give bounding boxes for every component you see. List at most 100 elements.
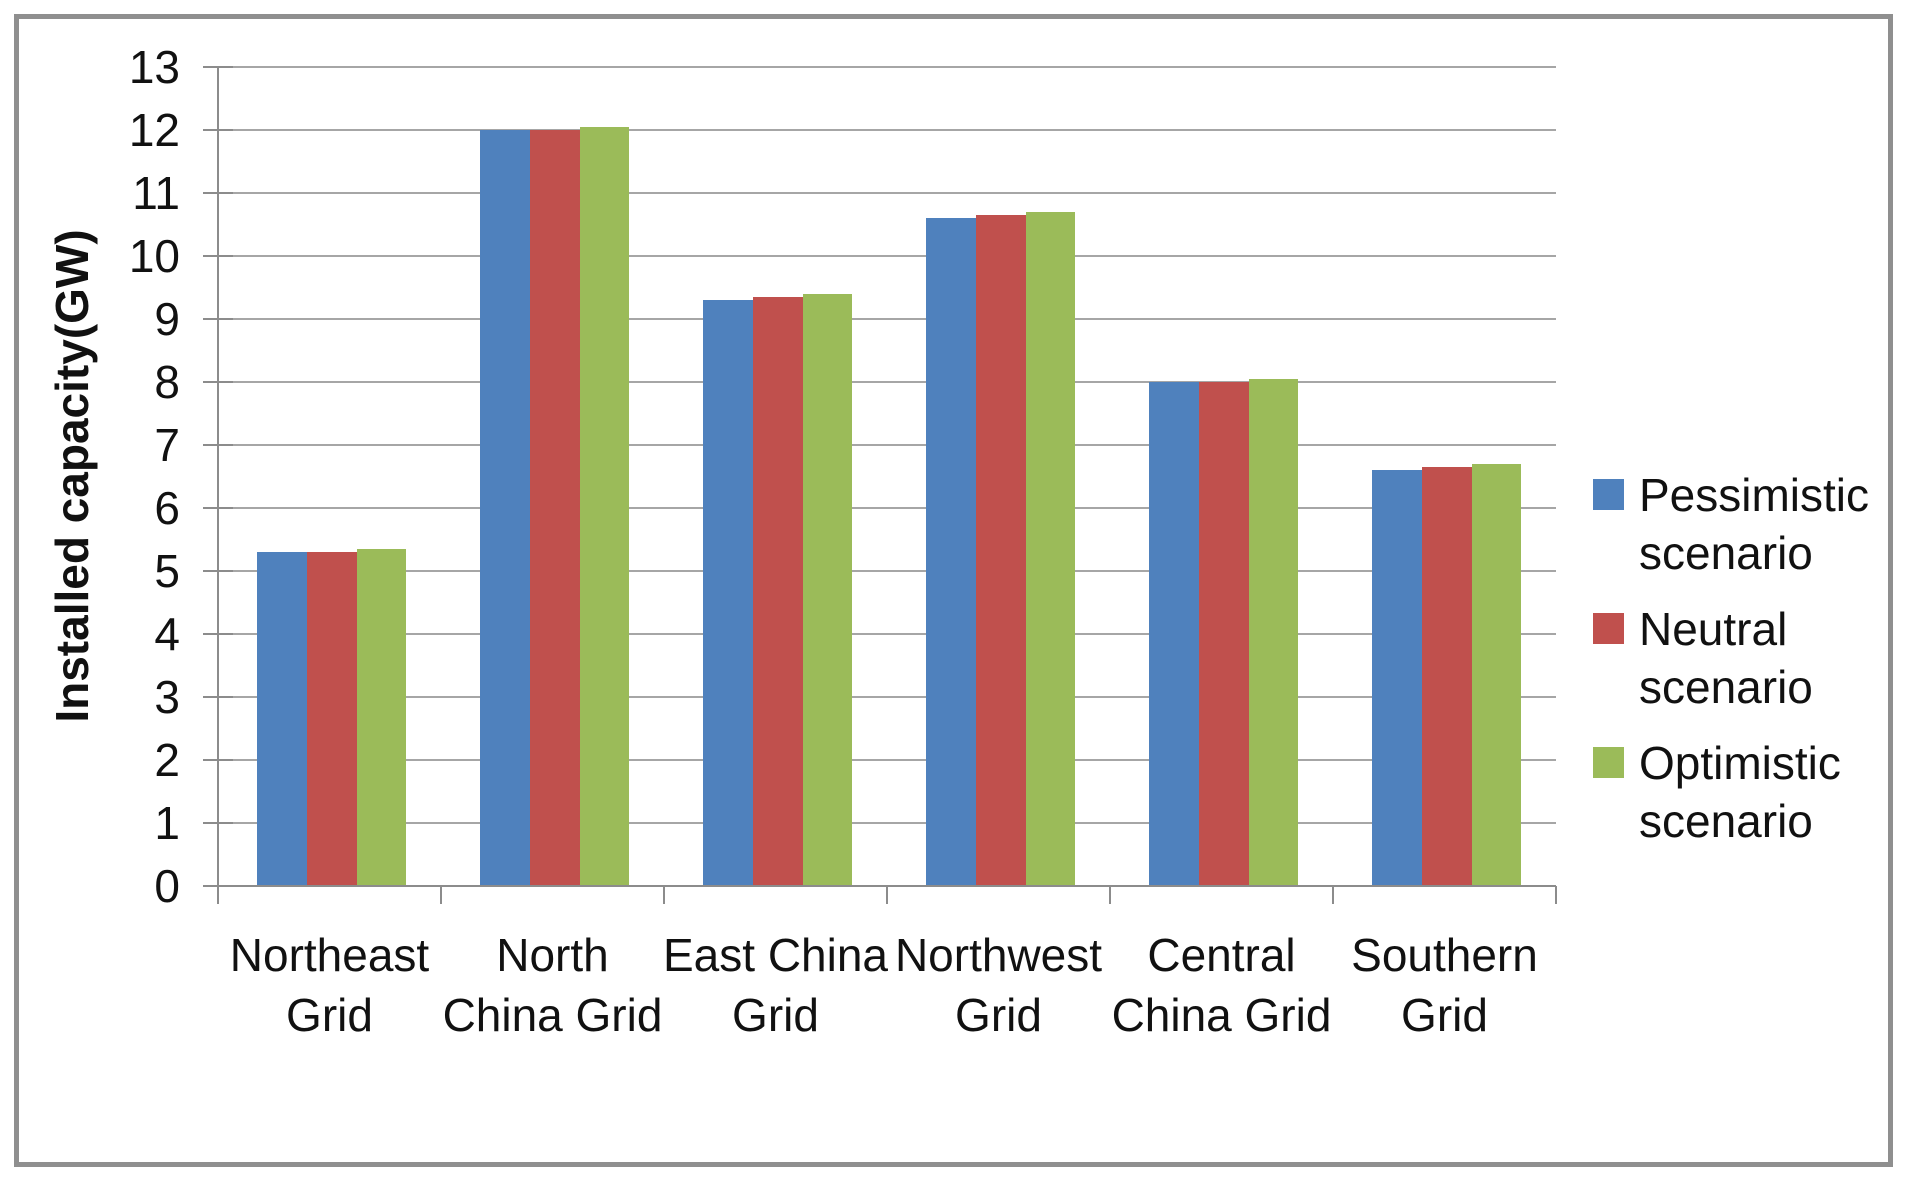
y-tick-label-2: 2 [154, 734, 180, 786]
category-label-southern-grid: Southern Grid [1333, 925, 1556, 1045]
y-tick-5 [203, 570, 233, 572]
bar-pessimistic-central-china-grid [1149, 382, 1199, 886]
category-label-line: Grid [286, 989, 373, 1041]
bar-neutral-northeast-grid [306, 552, 357, 886]
category-label-line: Northwest [894, 929, 1103, 981]
y-tick-1 [203, 822, 233, 824]
bar-pessimistic-east-china-grid [703, 300, 753, 886]
bar-neutral-east-china-grid [752, 296, 803, 886]
y-tick-label-7: 7 [154, 419, 180, 471]
legend-item-neutral-scenario: Neutral scenario [1593, 600, 1869, 716]
category-label-central-china-grid: Central China Grid [1110, 925, 1333, 1045]
gridline-6 [218, 507, 1556, 509]
category-label-line: China Grid [442, 989, 663, 1041]
bar-optimistic-central-china-grid [1248, 378, 1299, 886]
gridline-7 [218, 444, 1556, 446]
y-tick-10 [203, 255, 233, 257]
bar-pessimistic-northeast-grid [257, 552, 307, 886]
legend-label-line: Optimistic [1639, 737, 1841, 789]
gridline-3 [218, 696, 1556, 698]
gridline-4 [218, 633, 1556, 635]
category-label-line: Grid [732, 989, 819, 1041]
x-tick-2 [663, 886, 665, 904]
y-tick-label-13: 13 [128, 41, 180, 93]
bar-neutral-southern-grid [1421, 467, 1472, 886]
gridline-10 [218, 255, 1556, 257]
legend-item-pessimistic-scenario: Pessimistic scenario [1593, 466, 1869, 582]
gridline-2 [218, 759, 1556, 761]
legend-label-line: Pessimistic [1639, 469, 1870, 521]
gridline-5 [218, 570, 1556, 572]
bar-optimistic-northeast-grid [356, 548, 407, 886]
y-tick-label-6: 6 [154, 482, 180, 534]
y-tick-11 [203, 192, 233, 194]
gridline-1 [218, 822, 1556, 824]
y-tick-label-1: 1 [154, 797, 180, 849]
x-tick-5 [1332, 886, 1334, 904]
y-tick-label-10: 10 [128, 230, 180, 282]
y-tick-label-3: 3 [154, 671, 180, 723]
y-tick-4 [203, 633, 233, 635]
category-label-line: East China [663, 929, 889, 981]
y-tick-7 [203, 444, 233, 446]
x-tick-0 [217, 886, 219, 904]
y-tick-label-9: 9 [154, 293, 180, 345]
x-tick-3 [886, 886, 888, 904]
bar-neutral-northwest-grid [975, 215, 1026, 886]
y-tick-label-4: 4 [154, 608, 180, 660]
legend-label: Optimistic scenario [1639, 734, 1841, 850]
category-label-line: North [496, 929, 609, 981]
x-tick-1 [440, 886, 442, 904]
category-label-northwest-grid: Northwest Grid [887, 925, 1110, 1045]
legend-marker-neutral-icon [1593, 613, 1624, 644]
legend-item-optimistic-scenario: Optimistic scenario [1593, 734, 1869, 850]
y-tick-label-8: 8 [154, 356, 180, 408]
category-label-line: Southern [1351, 929, 1538, 981]
bar-pessimistic-southern-grid [1372, 470, 1422, 886]
bar-optimistic-southern-grid [1471, 463, 1522, 886]
category-label-line: Grid [955, 989, 1042, 1041]
y-axis-line [217, 67, 219, 904]
legend-label-line: scenario [1639, 527, 1813, 579]
legend-label: Neutral scenario [1639, 600, 1813, 716]
x-tick-6 [1555, 886, 1557, 904]
category-label-line: Grid [1401, 989, 1488, 1041]
gridline-13 [218, 66, 1556, 68]
category-label-line: Northeast [229, 929, 430, 981]
gridline-8 [218, 381, 1556, 383]
legend-label-line: scenario [1639, 795, 1813, 847]
bar-optimistic-east-china-grid [802, 293, 853, 886]
x-tick-4 [1109, 886, 1111, 904]
legend-label: Pessimistic scenario [1639, 466, 1869, 582]
legend-label-line: scenario [1639, 661, 1813, 713]
y-tick-9 [203, 318, 233, 320]
bar-optimistic-northwest-grid [1025, 211, 1076, 886]
bar-neutral-central-china-grid [1198, 382, 1249, 886]
bar-neutral-north-china-grid [529, 130, 580, 886]
y-tick-label-0: 0 [154, 860, 180, 912]
y-tick-13 [203, 66, 233, 68]
legend-marker-optimistic-icon [1593, 747, 1624, 778]
category-label-east-china-grid: East China Grid [663, 925, 889, 1045]
legend: Pessimistic scenario Neutral scenario Optimi… [1593, 466, 1869, 868]
gridline-11 [218, 192, 1556, 194]
legend-label-line: Neutral [1639, 603, 1788, 655]
y-tick-8 [203, 381, 233, 383]
category-label-line: China Grid [1111, 989, 1332, 1041]
gridline-9 [218, 318, 1556, 320]
y-tick-12 [203, 129, 233, 131]
legend-marker-pessimistic-icon [1593, 479, 1624, 510]
y-tick-6 [203, 507, 233, 509]
y-tick-2 [203, 759, 233, 761]
gridline-12 [218, 129, 1556, 131]
category-label-north-china-grid: North China Grid [441, 925, 664, 1045]
bar-optimistic-north-china-grid [579, 126, 630, 886]
category-label-line: Central [1147, 929, 1296, 981]
category-label-northeast-grid: Northeast Grid [218, 925, 441, 1045]
y-tick-label-11: 11 [132, 167, 180, 219]
bar-pessimistic-northwest-grid [926, 218, 976, 886]
y-tick-label-5: 5 [154, 545, 180, 597]
y-tick-label-12: 12 [128, 104, 180, 156]
y-tick-3 [203, 696, 233, 698]
bar-pessimistic-north-china-grid [480, 130, 530, 886]
